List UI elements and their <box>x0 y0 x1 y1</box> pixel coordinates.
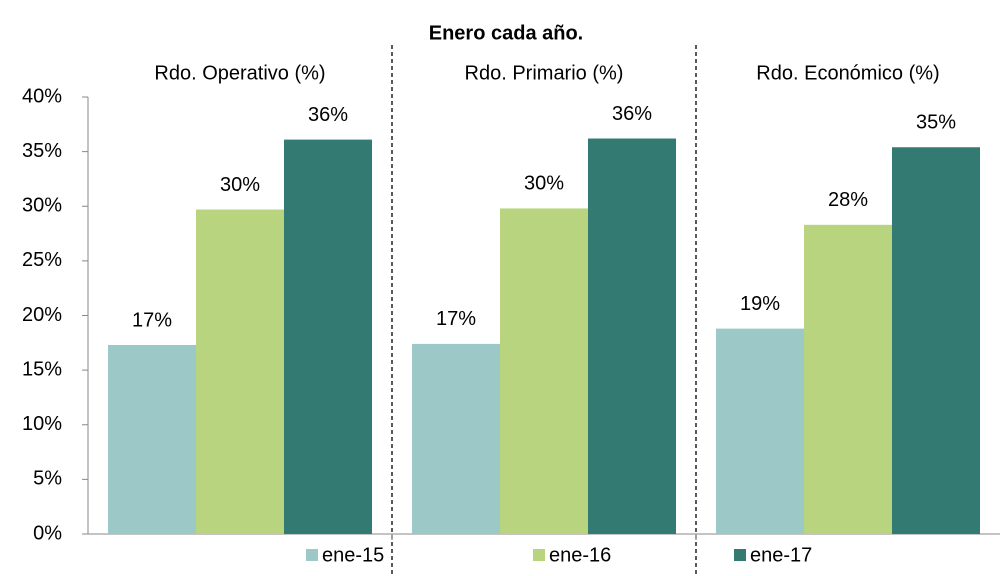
data-label: 30% <box>524 173 564 195</box>
y-tick-label: 10% <box>22 413 62 435</box>
data-label: 17% <box>436 308 476 330</box>
legend-label: ene-16 <box>549 544 611 566</box>
bar <box>196 209 284 534</box>
category-label: Rdo. Operativo (%) <box>154 62 325 84</box>
y-tick-label: 20% <box>22 304 62 326</box>
bar <box>804 224 892 534</box>
y-tick-label: 40% <box>22 85 62 107</box>
bar <box>588 138 676 534</box>
y-tick-label: 0% <box>33 522 62 544</box>
data-label: 28% <box>828 189 868 211</box>
data-label: 17% <box>132 309 172 331</box>
data-label: 35% <box>916 112 956 134</box>
data-label: 19% <box>740 293 780 315</box>
category-label: Rdo. Primario (%) <box>465 62 624 84</box>
data-label: 36% <box>612 103 652 125</box>
y-tick-label: 35% <box>22 140 62 162</box>
bar <box>716 328 804 534</box>
legend-swatch <box>734 549 746 561</box>
y-tick-label: 5% <box>33 468 62 490</box>
data-label: 36% <box>308 104 348 126</box>
y-tick-label: 25% <box>22 249 62 271</box>
legend-swatch <box>533 549 545 561</box>
legend-swatch <box>306 549 318 561</box>
y-tick-label: 15% <box>22 358 62 380</box>
bar <box>892 147 980 534</box>
legend-label: ene-15 <box>322 544 384 566</box>
bar <box>108 344 196 534</box>
data-label: 30% <box>220 174 260 196</box>
legend-label: ene-17 <box>750 544 812 566</box>
chart-title: Enero cada año. <box>429 22 584 44</box>
y-tick-label: 30% <box>22 195 62 217</box>
category-label: Rdo. Económico (%) <box>756 62 939 84</box>
bar <box>500 208 588 534</box>
bar <box>412 343 500 534</box>
bar <box>284 139 372 535</box>
